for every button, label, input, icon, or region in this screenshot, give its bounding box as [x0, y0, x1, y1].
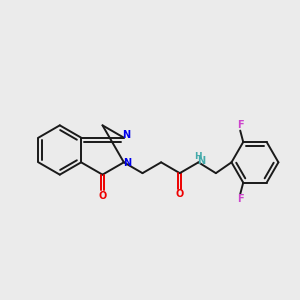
Text: N: N	[122, 130, 130, 140]
Text: N: N	[123, 158, 131, 168]
Text: O: O	[98, 191, 106, 201]
Text: F: F	[237, 121, 244, 130]
Text: H: H	[195, 152, 202, 161]
Text: O: O	[176, 189, 184, 199]
Text: N: N	[197, 156, 205, 167]
Text: F: F	[237, 194, 244, 204]
